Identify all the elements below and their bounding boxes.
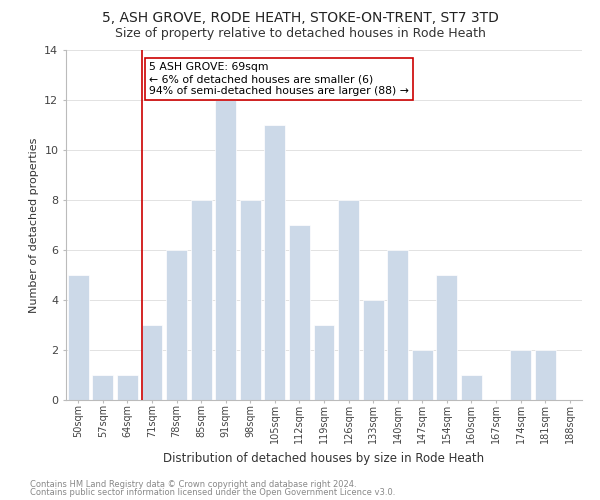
X-axis label: Distribution of detached houses by size in Rode Heath: Distribution of detached houses by size … xyxy=(163,452,485,465)
Bar xyxy=(535,350,556,400)
Bar xyxy=(362,300,383,400)
Text: 5, ASH GROVE, RODE HEATH, STOKE-ON-TRENT, ST7 3TD: 5, ASH GROVE, RODE HEATH, STOKE-ON-TRENT… xyxy=(101,12,499,26)
Bar xyxy=(142,325,163,400)
Bar xyxy=(314,325,334,400)
Bar xyxy=(265,125,286,400)
Bar xyxy=(240,200,261,400)
Text: 5 ASH GROVE: 69sqm
← 6% of detached houses are smaller (6)
94% of semi-detached : 5 ASH GROVE: 69sqm ← 6% of detached hous… xyxy=(149,62,409,96)
Bar xyxy=(338,200,359,400)
Bar xyxy=(412,350,433,400)
Text: Contains HM Land Registry data © Crown copyright and database right 2024.: Contains HM Land Registry data © Crown c… xyxy=(30,480,356,489)
Bar xyxy=(461,375,482,400)
Bar xyxy=(191,200,212,400)
Text: Contains public sector information licensed under the Open Government Licence v3: Contains public sector information licen… xyxy=(30,488,395,497)
Bar xyxy=(436,275,457,400)
Y-axis label: Number of detached properties: Number of detached properties xyxy=(29,138,38,312)
Bar xyxy=(215,100,236,400)
Bar xyxy=(387,250,408,400)
Text: Size of property relative to detached houses in Rode Heath: Size of property relative to detached ho… xyxy=(115,28,485,40)
Bar xyxy=(68,275,89,400)
Bar xyxy=(289,225,310,400)
Bar xyxy=(117,375,138,400)
Bar xyxy=(510,350,531,400)
Bar xyxy=(166,250,187,400)
Bar xyxy=(92,375,113,400)
